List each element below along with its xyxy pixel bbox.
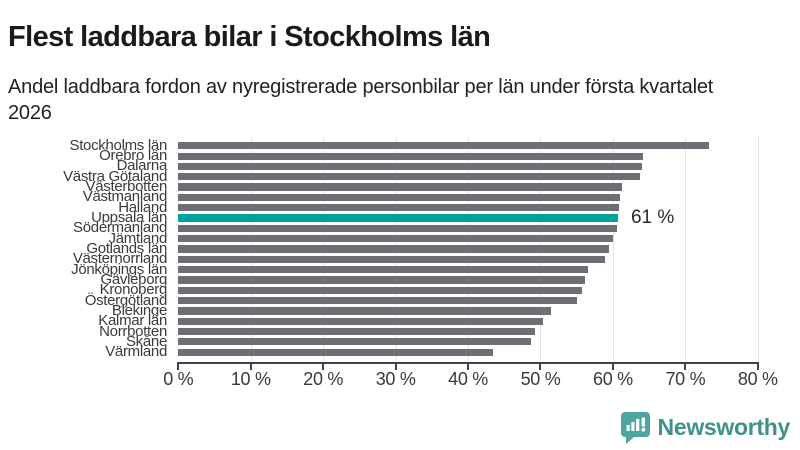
category-label: Örebro län — [99, 147, 167, 165]
bar — [178, 276, 585, 284]
bar — [178, 173, 640, 181]
category-label: Västernorrland — [72, 250, 167, 268]
bar — [178, 235, 613, 243]
axis-tick — [177, 363, 180, 370]
category-label: Gävleborg — [100, 270, 167, 288]
axis-tick-label: 70 % — [665, 369, 706, 389]
category-label: Skåne — [125, 332, 167, 350]
bar — [178, 307, 552, 315]
category-label: Västra Götaland — [63, 167, 167, 185]
axis-tick — [756, 363, 759, 370]
axis-tick — [684, 363, 687, 370]
category-label: Halland — [118, 198, 167, 216]
bar — [178, 327, 536, 336]
chart-subtitle: Andel laddbara fordon av nyregistrerade … — [8, 76, 714, 124]
axis-tick — [394, 363, 397, 370]
axis-tick-label: 80 % — [737, 369, 778, 389]
axis-tick-label: 20 % — [303, 369, 344, 389]
category-label: Kalmar län — [98, 312, 167, 330]
category-label: Stockholms län — [69, 136, 167, 154]
category-label: Södermanland — [73, 219, 167, 237]
bar — [178, 224, 617, 232]
axis-tick — [539, 363, 542, 370]
highlight-value-label: 61 % — [630, 207, 675, 229]
axis-tick — [249, 363, 252, 370]
gridline — [757, 137, 759, 362]
bar — [178, 255, 605, 263]
axis-tick-label: 50 % — [520, 369, 561, 389]
bar — [178, 162, 642, 171]
axis-tick-label: 30 % — [375, 369, 416, 389]
newsworthy-bar-chart-bubble-icon — [620, 411, 651, 444]
gridline — [612, 137, 614, 362]
category-label: Östergötland — [84, 291, 168, 309]
axis-tick-label: 40 % — [448, 369, 488, 389]
category-label: Kronoberg — [99, 281, 168, 299]
bar — [178, 193, 621, 201]
bar — [178, 297, 578, 305]
logo-text: Newsworthy — [657, 414, 791, 440]
bar — [178, 183, 623, 191]
axis-tick — [611, 363, 614, 370]
category-label: Jönköpings län — [71, 260, 167, 278]
axis-tick-label: 60 % — [593, 369, 633, 389]
category-label: Uppsala län — [91, 209, 167, 227]
category-label: Blekinge — [111, 301, 167, 319]
bar — [178, 286, 583, 294]
gridline — [685, 137, 687, 362]
bar — [178, 338, 532, 346]
category-label: Värmland — [105, 343, 167, 361]
axis-tick — [322, 363, 325, 370]
category-label: Västerbotten — [85, 178, 168, 196]
category-label: Dalarna — [116, 157, 168, 175]
bar — [178, 348, 493, 356]
newsworthy-logo[interactable]: Newsworthy — [620, 411, 790, 444]
category-label: Gotlands län — [86, 240, 167, 257]
axis-tick-label: 10 % — [230, 369, 271, 389]
axis-tick-label: 0 % — [163, 369, 194, 389]
category-label: Västmanland — [82, 188, 168, 206]
bar — [178, 245, 609, 253]
bar — [178, 204, 619, 212]
bar — [178, 152, 644, 160]
category-label: Jämtland — [108, 229, 168, 247]
x-axis-line — [177, 361, 759, 364]
bar — [178, 142, 709, 150]
bar — [178, 317, 544, 325]
axis-tick — [467, 363, 470, 370]
bar — [178, 266, 589, 274]
chart-title: Flest laddbara bilar i Stockholms län — [8, 21, 491, 54]
bar-highlight — [178, 213, 618, 223]
category-label: Norrbotten — [99, 322, 167, 340]
